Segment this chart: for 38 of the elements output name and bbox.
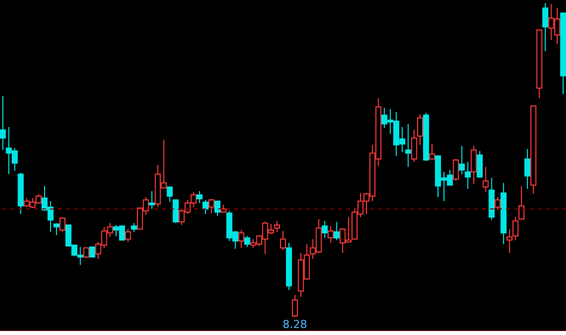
candlestick (292, 294, 298, 318)
candlestick (196, 190, 203, 204)
candlestick (464, 161, 471, 190)
candlestick (208, 198, 214, 214)
candlestick (470, 145, 477, 184)
candlestick (125, 228, 132, 242)
candlestick (238, 230, 244, 248)
candlestick (452, 158, 459, 182)
candlestick (280, 230, 286, 251)
candlestick (334, 221, 340, 241)
candlestick (518, 186, 524, 220)
candlestick (274, 220, 280, 232)
candlestick (524, 148, 530, 190)
candlestick (482, 166, 489, 193)
candlestick (405, 123, 412, 168)
candlestick (214, 200, 220, 216)
candlestick (202, 199, 209, 215)
candlestick (148, 190, 155, 210)
candlestick (59, 216, 66, 232)
candlestick (512, 216, 518, 241)
candlestick (328, 225, 334, 244)
candlestick (476, 150, 483, 178)
candlestick (417, 114, 424, 146)
candlestick (89, 246, 96, 258)
candlestick (83, 247, 90, 258)
candlestick (322, 220, 328, 238)
candlestick (411, 129, 418, 162)
candlestick (429, 143, 436, 160)
candlestick (53, 222, 60, 236)
candlestick (166, 186, 173, 203)
candlestick (506, 228, 513, 254)
text: 8.28 (282, 318, 308, 331)
candlestick (458, 145, 465, 175)
candlestick (244, 235, 250, 248)
candlestick (172, 199, 179, 224)
candlestick (0, 95, 6, 150)
candlestick (494, 196, 501, 210)
candlestick (542, 2, 548, 52)
